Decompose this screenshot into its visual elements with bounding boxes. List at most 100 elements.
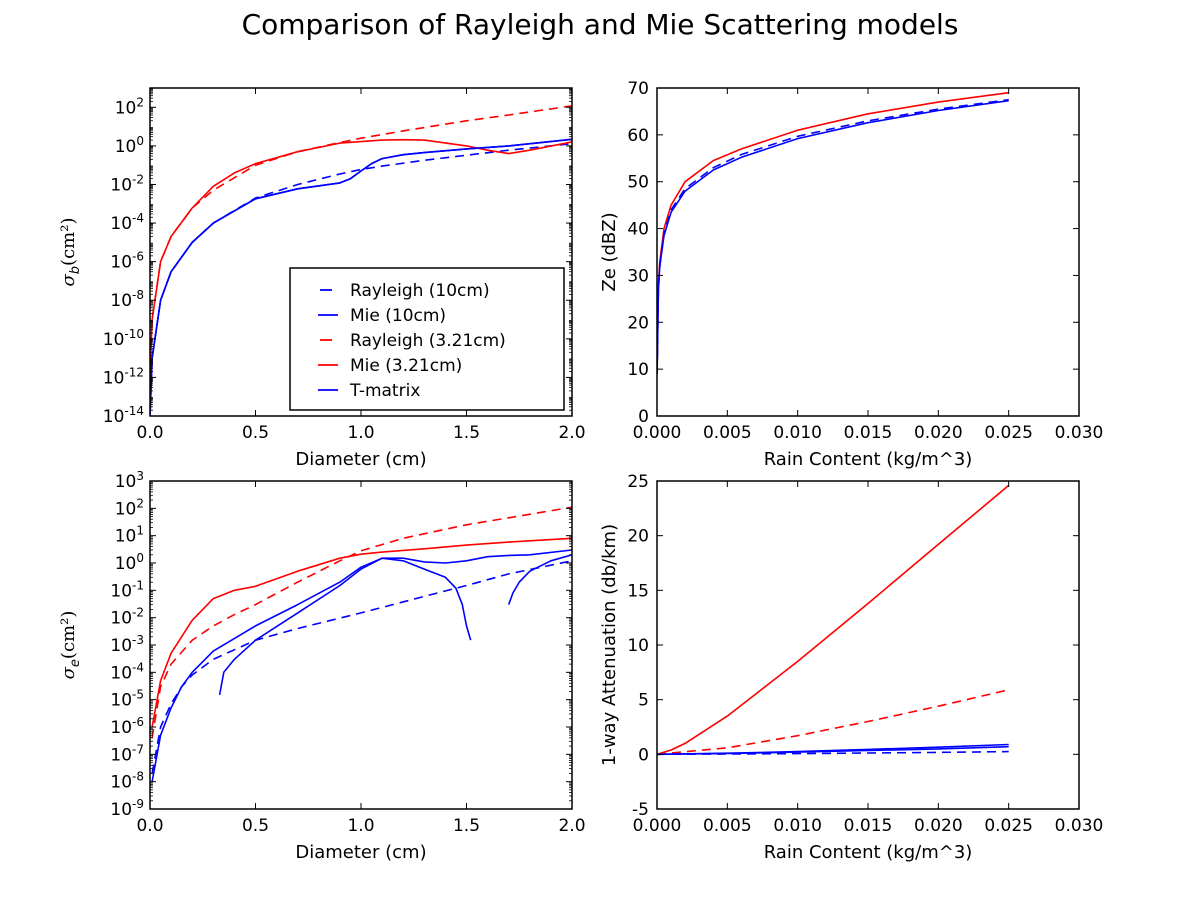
series-line-rayleigh-10cm-: [657, 750, 1009, 756]
y-tick-label: 10-12: [103, 365, 144, 388]
series-line-t-matrix-1: [507, 554, 572, 605]
x-tick-label: 0.005: [703, 423, 752, 443]
x-tick-label: 0.010: [773, 816, 822, 836]
x-tick-label: 1.0: [347, 423, 374, 443]
y-tick-label: 40: [627, 220, 649, 240]
y-axis-label: 1-way Attenuation (db/km): [599, 524, 620, 766]
series-line-t-matrix: [657, 745, 1009, 756]
x-tick-label: 1.5: [453, 423, 480, 443]
chart-bottom-right: 0.000 0.005 0.010 0.015 0.020 0.025 0.030-5051…: [599, 472, 1103, 863]
x-tick-label: 0.0: [136, 423, 163, 443]
series-line-mie-10cm-: [151, 549, 572, 782]
series-line-t-matrix-0: [218, 557, 472, 696]
y-tick-label: 101: [115, 524, 144, 547]
y-tick-label: 10: [627, 360, 649, 380]
legend-label: Mie (3.21cm): [350, 356, 462, 376]
x-tick-label: 2.0: [558, 423, 585, 443]
series-line-rayleigh-10cm-: [151, 560, 572, 774]
x-tick-label: 0.005: [703, 816, 752, 836]
x-tick-label: 0.025: [984, 816, 1033, 836]
y-tick-label: 15: [627, 581, 649, 601]
plot-area: [151, 506, 572, 782]
y-tick-label: 100: [115, 134, 144, 157]
y-tick-label: 0: [638, 407, 649, 427]
y-tick-label: 100: [115, 551, 144, 574]
y-tick-label: 0: [638, 745, 649, 765]
x-tick-label: 0.030: [1055, 816, 1104, 836]
legend-label: T-matrix: [349, 381, 420, 401]
x-axis-label: Diameter (cm): [295, 449, 426, 470]
series-line-mie-3-21cm-: [657, 91, 1009, 370]
y-tick-label: 10-4: [110, 660, 144, 683]
y-tick-label: 60: [627, 126, 649, 146]
x-tick-label: 0.025: [984, 423, 1033, 443]
x-tick-label: 0.0: [136, 816, 163, 836]
x-tick-label: 0.015: [844, 423, 893, 443]
x-tick-label: 0.015: [844, 816, 893, 836]
plot-frame: [656, 87, 1080, 417]
legend-label: Rayleigh (3.21cm): [350, 331, 506, 351]
y-tick-label: 20: [627, 313, 649, 333]
chart-top-right: 0.000 0.005 0.010 0.015 0.020 0.025 0.030 0 10 20…: [599, 79, 1103, 470]
x-tick-label: 0.000: [633, 423, 682, 443]
series-line-mie-3-21cm-: [151, 537, 572, 728]
y-tick-label: 10-6: [110, 715, 144, 738]
x-tick-label: 0.5: [242, 423, 269, 443]
y-tick-label: 10-1: [110, 578, 144, 601]
series-line-mie-3-21cm-: [150, 138, 572, 378]
plot-area: [150, 105, 572, 416]
y-tick-label: 10-10: [103, 327, 144, 350]
chart-top-left: 0.0 0.5 1.0 1.5 2.0 10-14 10-12 10-10 10-8 10-6 10…: [58, 87, 586, 470]
plot-area: [657, 91, 1009, 374]
x-tick-label: 0.020: [914, 816, 963, 836]
y-tick-label: 10-8: [110, 770, 144, 793]
x-tick-label: 0.000: [633, 816, 682, 836]
y-tick-label: 10-5: [110, 688, 144, 711]
y-tick-label: 103: [115, 469, 144, 492]
x-tick-label: 0.030: [1055, 423, 1104, 443]
series-line-mie-3-21cm-: [657, 484, 1010, 756]
y-tick-label: 10: [627, 636, 649, 656]
y-tick-label: 25: [627, 472, 649, 492]
x-tick-label: 0.020: [914, 423, 963, 443]
y-tick-label: 30: [627, 266, 649, 286]
x-tick-label: 0.010: [773, 423, 822, 443]
x-axis-label: Rain Content (kg/m^3): [764, 449, 973, 470]
series-line-rayleigh-3-21cm-: [151, 506, 572, 739]
y-axis-label: σe(cm²): [58, 611, 83, 680]
y-tick-label: 10-6: [110, 250, 144, 273]
x-tick-label: 0.5: [242, 816, 269, 836]
figure-title: Comparison of Rayleigh and Mie Scatterin…: [241, 8, 959, 41]
legend: Rayleigh (10cm) Mie (10cm) Rayleigh (3.21c…: [289, 267, 565, 411]
y-tick-label: 102: [115, 95, 144, 118]
series-line-t-matrix: [150, 138, 572, 416]
x-tick-label: 1.0: [347, 816, 374, 836]
legend-label: Rayleigh (10cm): [350, 281, 490, 301]
x-axis-label: Rain Content (kg/m^3): [764, 842, 973, 863]
legend-box: [289, 267, 565, 411]
y-tick-label: 10-4: [110, 211, 144, 234]
y-tick-label: 10-9: [110, 797, 144, 820]
x-tick-label: 2.0: [558, 816, 585, 836]
chart-bottom-left: 0.0 0.5 1.0 1.5 2.0 10-9 10-8 10-7 10-6 10-5 10-4 1…: [58, 469, 586, 863]
plot-area: [657, 484, 1010, 756]
x-axis-label: Diameter (cm): [295, 842, 426, 863]
y-tick-label: 5: [638, 691, 649, 711]
y-axis-label: Ze (dBZ): [599, 212, 620, 291]
y-tick-label: 102: [115, 496, 144, 519]
y-tick-label: 10-7: [110, 742, 144, 765]
plot-frame: [149, 480, 573, 810]
y-tick-label: 10-2: [110, 172, 144, 195]
y-tick-label: 10-2: [110, 606, 144, 629]
series-line-rayleigh-3-21cm-: [657, 689, 1009, 756]
y-tick-label: 50: [627, 173, 649, 193]
y-tick-label: 10-14: [103, 404, 144, 427]
y-tick-label: 10-3: [110, 633, 144, 656]
legend-label: Mie (10cm): [350, 306, 446, 326]
y-tick-label: -5: [632, 800, 649, 820]
plot-frame: [656, 480, 1080, 810]
y-tick-label: 70: [627, 79, 649, 99]
y-tick-label: 10-8: [110, 288, 144, 311]
y-axis-label: σb(cm²): [58, 218, 83, 287]
